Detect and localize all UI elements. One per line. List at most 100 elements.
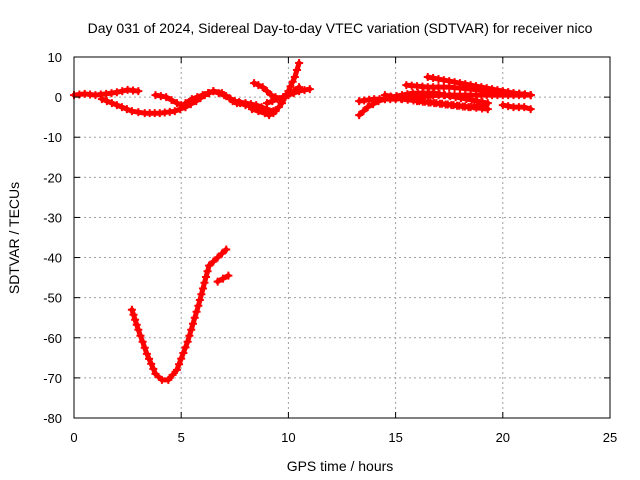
data-point	[295, 87, 304, 96]
y-tick-label: -40	[43, 251, 62, 266]
data-point	[504, 102, 513, 111]
data-point	[262, 87, 271, 96]
y-tick-label: -60	[43, 331, 62, 346]
data-point	[118, 87, 127, 96]
data-point	[202, 273, 211, 282]
data-point	[190, 313, 199, 322]
data-point	[192, 307, 201, 316]
data-point	[134, 108, 143, 117]
data-point	[177, 354, 186, 363]
data-point	[498, 101, 507, 110]
series-track-15	[402, 81, 535, 100]
series-track-5	[228, 97, 278, 118]
data-point	[274, 103, 283, 112]
data-point	[286, 82, 295, 91]
data-point	[170, 107, 179, 116]
data-point	[214, 89, 223, 98]
y-axis-label: SDTVAR / TECUs	[6, 182, 22, 294]
data-point	[127, 305, 136, 314]
series-track-1	[70, 85, 143, 100]
data-point	[167, 96, 176, 105]
data-point	[300, 86, 309, 95]
data-point	[262, 99, 271, 108]
data-point	[220, 91, 229, 100]
data-point	[363, 103, 372, 112]
data-point	[149, 364, 158, 373]
x-axis-label: GPS time / hours	[287, 458, 394, 474]
data-point	[213, 277, 222, 286]
data-point	[129, 310, 138, 319]
data-point	[185, 331, 194, 340]
data-point	[268, 97, 277, 106]
data-point	[267, 91, 276, 100]
data-point	[172, 365, 181, 374]
data-point	[136, 331, 145, 340]
data-point	[147, 359, 156, 368]
data-point	[392, 93, 401, 102]
x-tick-label: 20	[496, 430, 510, 445]
data-point	[162, 93, 171, 102]
data-point	[526, 91, 535, 100]
data-point	[305, 85, 314, 94]
data-point	[217, 249, 226, 258]
chart-title: Day 031 of 2024, Sidereal Day-to-day VTE…	[88, 20, 593, 36]
data-point	[209, 87, 218, 96]
x-tick-label: 5	[178, 430, 185, 445]
data-point	[145, 354, 154, 363]
data-point	[423, 73, 432, 82]
data-point	[117, 103, 126, 112]
y-tick-label: -30	[43, 210, 62, 225]
data-point	[179, 349, 188, 358]
data-point	[271, 107, 280, 116]
data-point	[97, 95, 106, 104]
data-point	[187, 95, 196, 104]
data-point	[290, 73, 299, 82]
data-point	[254, 107, 263, 116]
data-point	[265, 111, 274, 120]
data-point	[205, 261, 214, 270]
data-series	[70, 59, 535, 384]
data-point	[156, 92, 165, 101]
data-point	[122, 105, 131, 114]
data-point	[481, 101, 490, 110]
data-point	[246, 100, 255, 109]
data-point	[289, 89, 298, 98]
data-point	[258, 83, 267, 92]
data-point	[526, 105, 535, 114]
data-point	[198, 91, 207, 100]
data-point	[224, 271, 233, 280]
series-track-16	[498, 101, 535, 114]
y-tick-label: 10	[48, 50, 62, 65]
data-point	[429, 74, 438, 83]
data-point	[134, 325, 143, 334]
data-point	[295, 59, 304, 68]
data-point	[142, 349, 151, 358]
data-point	[273, 95, 282, 104]
data-point	[134, 87, 143, 96]
y-tick-label: -70	[43, 371, 62, 386]
data-point	[380, 91, 389, 100]
data-point	[213, 253, 222, 262]
data-point	[247, 105, 256, 114]
data-point	[187, 325, 196, 334]
data-point	[168, 370, 177, 379]
series-track-9	[127, 245, 231, 384]
data-point	[140, 343, 149, 352]
data-point	[151, 369, 160, 378]
data-point	[132, 320, 141, 329]
y-tick-label: 0	[55, 90, 62, 105]
data-point	[235, 98, 244, 107]
data-point	[102, 97, 111, 106]
x-tick-label: 10	[281, 430, 295, 445]
y-tick-label: -20	[43, 170, 62, 185]
data-point	[198, 284, 207, 293]
series-track-8	[262, 85, 314, 108]
data-point	[172, 99, 181, 108]
data-point	[288, 77, 297, 86]
y-tick-label: -10	[43, 130, 62, 145]
data-point	[112, 101, 121, 110]
x-tick-label: 15	[388, 430, 402, 445]
data-point	[188, 319, 197, 328]
data-point	[209, 257, 218, 266]
series-track-17	[413, 97, 490, 112]
